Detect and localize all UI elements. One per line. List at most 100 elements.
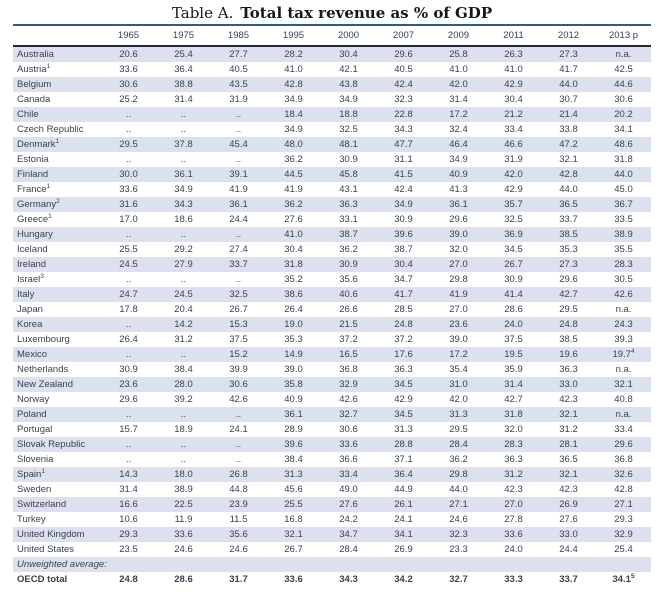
value-cell bbox=[596, 557, 651, 572]
table-row: Australia 20.6 25.4 27.7 28.2 30.4 29.6 25.8 26.… bbox=[13, 46, 651, 62]
value-cell: 32.5 bbox=[504, 214, 523, 225]
value-cell: 40.6 bbox=[339, 289, 358, 300]
table-row: Israel3...... 35.2 35.6 34.7 29.8 30.9 29.6 30.… bbox=[13, 272, 651, 287]
value-cell: 19.74 bbox=[612, 347, 635, 360]
value-cell: 18.8 bbox=[339, 109, 358, 120]
value-cell: 29.6 bbox=[449, 214, 468, 225]
value-cell: 36.3 bbox=[339, 199, 358, 210]
value-cell: 31.8 bbox=[614, 154, 633, 165]
value-cell: 42.4 bbox=[394, 79, 413, 90]
value-cell: 42.5 bbox=[614, 64, 633, 75]
column-header: 2009 bbox=[431, 26, 486, 47]
country-label: Ireland bbox=[17, 259, 47, 270]
table-row: Mexico.... 15.2 14.9 16.5 17.6 17.2 19.5 19.6 19… bbox=[13, 347, 651, 362]
value-cell: 36.2 bbox=[339, 244, 358, 255]
value-cell: .. bbox=[180, 109, 187, 120]
value-cell: 42.6 bbox=[339, 394, 358, 405]
value-cell: 44.0 bbox=[614, 169, 633, 180]
table-row: France1 33.6 34.9 41.9 41.9 43.1 42.4 41.3 42.9 4… bbox=[13, 182, 651, 197]
value-cell: 16.5 bbox=[339, 349, 358, 360]
column-header: 2007 bbox=[376, 26, 431, 47]
value-cell: 16.8 bbox=[284, 514, 303, 525]
value-cell: 30.9 bbox=[394, 214, 413, 225]
value-cell: 34.7 bbox=[394, 274, 413, 285]
country-label: Portugal bbox=[17, 424, 53, 435]
value-cell: 33.6 bbox=[284, 574, 303, 585]
value-cell: 34.5 bbox=[394, 409, 413, 420]
value-cell: 36.9 bbox=[504, 229, 523, 240]
value-cell: 38.8 bbox=[174, 79, 193, 90]
value-cell: 46.6 bbox=[504, 139, 523, 150]
value-cell: 42.7 bbox=[504, 394, 523, 405]
value-cell: 18.9 bbox=[174, 424, 193, 435]
value-cell: 27.7 bbox=[229, 49, 248, 60]
value-cell: 30.5 bbox=[614, 274, 633, 285]
value-cell: 33.6 bbox=[339, 439, 358, 450]
value-cell: 38.6 bbox=[284, 289, 303, 300]
value-cell bbox=[101, 557, 156, 572]
value-cell: 32.4 bbox=[449, 124, 468, 135]
value-cell: 27.0 bbox=[449, 304, 468, 315]
footnote-marker: 5 bbox=[630, 572, 635, 580]
table-title: Table A. Total tax revenue as % of GDP bbox=[0, 0, 664, 22]
value-cell: .. bbox=[125, 229, 132, 240]
value-cell: 44.0 bbox=[559, 79, 578, 90]
value-cell: 34.3 bbox=[339, 574, 358, 585]
value-cell: 34.15 bbox=[612, 572, 635, 585]
value-cell: 39.2 bbox=[174, 394, 193, 405]
value-cell: .. bbox=[235, 439, 242, 450]
value-cell: 29.3 bbox=[614, 514, 633, 525]
value-cell: 28.0 bbox=[174, 379, 193, 390]
value-cell: 30.4 bbox=[284, 244, 303, 255]
value-cell: 39.6 bbox=[284, 439, 303, 450]
value-cell: 30.6 bbox=[339, 424, 358, 435]
value-cell bbox=[321, 557, 376, 572]
value-cell: 29.6 bbox=[119, 394, 138, 405]
value-cell: 31.4 bbox=[449, 94, 468, 105]
value-cell: 30.6 bbox=[614, 94, 633, 105]
country-label: New Zealand bbox=[17, 379, 73, 390]
value-cell: 28.6 bbox=[174, 574, 193, 585]
value-cell: 27.6 bbox=[339, 499, 358, 510]
value-cell: .. bbox=[180, 124, 187, 135]
value-cell: 32.1 bbox=[559, 409, 578, 420]
country-label: Germany2 bbox=[17, 197, 60, 210]
value-cell: 22.5 bbox=[174, 499, 193, 510]
country-label: Denmark1 bbox=[17, 137, 60, 150]
value-cell: 45.0 bbox=[614, 184, 633, 195]
value-cell: 38.9 bbox=[174, 484, 193, 495]
footnote-marker: 1 bbox=[46, 182, 51, 190]
value-cell: 48.6 bbox=[614, 139, 633, 150]
value-cell: 37.2 bbox=[394, 334, 413, 345]
value-cell: 33.7 bbox=[559, 574, 578, 585]
country-label: Estonia bbox=[17, 154, 49, 165]
value-cell: 43.5 bbox=[229, 79, 248, 90]
value-cell: 39.1 bbox=[229, 169, 248, 180]
value-cell: 14.2 bbox=[174, 319, 193, 330]
value-cell: 42.8 bbox=[559, 169, 578, 180]
value-cell: 34.1 bbox=[614, 124, 633, 135]
country-label: Australia bbox=[17, 49, 54, 60]
value-cell: 21.4 bbox=[559, 109, 578, 120]
value-cell: 32.1 bbox=[559, 469, 578, 480]
value-cell: 49.0 bbox=[339, 484, 358, 495]
table-title-prefix: Table A. bbox=[171, 4, 234, 22]
table-row: Japan 17.8 20.4 26.7 26.4 26.6 28.5 27.0 28.6 29.… bbox=[13, 302, 651, 317]
value-cell: 41.5 bbox=[394, 169, 413, 180]
value-cell: 23.9 bbox=[229, 499, 248, 510]
value-cell: 41.0 bbox=[504, 64, 523, 75]
value-cell: 42.8 bbox=[614, 484, 633, 495]
value-cell: 36.2 bbox=[449, 454, 468, 465]
value-cell: 35.6 bbox=[339, 274, 358, 285]
value-cell: 43.1 bbox=[339, 184, 358, 195]
value-cell: 42.0 bbox=[449, 79, 468, 90]
value-cell: 28.4 bbox=[339, 544, 358, 555]
value-cell: 24.6 bbox=[229, 544, 248, 555]
value-cell: 31.2 bbox=[174, 334, 193, 345]
value-cell: 24.4 bbox=[559, 544, 578, 555]
value-cell: 42.1 bbox=[339, 64, 358, 75]
table-row: Slovak Republic...... 39.6 33.6 28.8 28.4 28.… bbox=[13, 437, 651, 452]
value-cell: 31.4 bbox=[504, 379, 523, 390]
value-cell: 39.9 bbox=[229, 364, 248, 375]
